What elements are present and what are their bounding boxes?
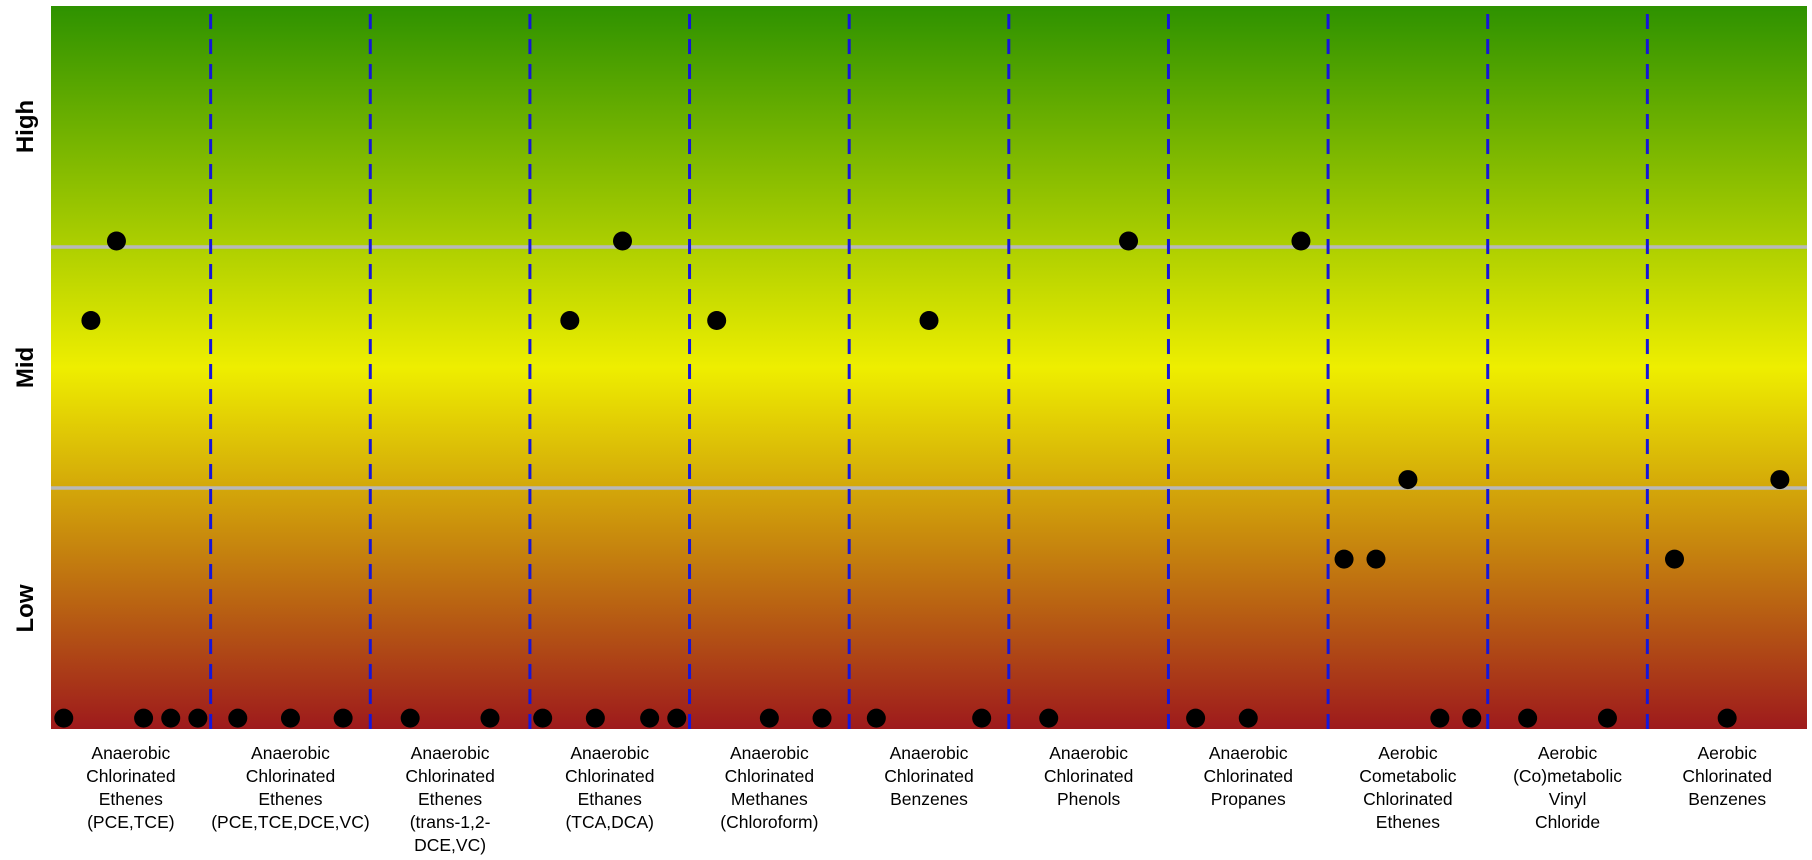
category-dividers <box>209 14 1649 729</box>
data-point <box>1430 708 1450 728</box>
y-level-label: Mid <box>12 347 39 388</box>
data-point <box>134 708 154 728</box>
category-label: Anaerobic Chlorinated Phenols <box>1044 743 1134 809</box>
data-point <box>54 708 74 728</box>
data-point <box>1119 231 1139 251</box>
data-point <box>972 708 992 728</box>
gridlines <box>51 245 1807 490</box>
data-point <box>1366 549 1386 569</box>
data-point <box>1186 708 1206 728</box>
category-label: Anaerobic Chlorinated Methanes (Chloroform) <box>720 743 818 832</box>
category-label: Aerobic Cometabolic Chlorinated Ethenes <box>1359 743 1457 832</box>
data-point <box>400 708 420 728</box>
category-label: Anaerobic Chlorinated Propanes <box>1204 743 1294 809</box>
data-point <box>866 708 886 728</box>
category-label: Aerobic Chlorinated Benzenes <box>1682 743 1772 809</box>
data-point <box>280 708 300 728</box>
plot-background <box>51 6 1807 729</box>
data-point <box>585 708 605 728</box>
data-point <box>919 311 939 331</box>
data-point <box>1770 470 1790 490</box>
data-point <box>759 708 779 728</box>
data-point <box>1462 708 1482 728</box>
data-points <box>54 231 1790 728</box>
y-level-label: High <box>12 100 39 153</box>
data-point <box>1597 708 1617 728</box>
data-point <box>333 708 353 728</box>
data-point <box>1291 231 1311 251</box>
data-point <box>228 708 248 728</box>
data-point <box>812 708 832 728</box>
data-point <box>480 708 500 728</box>
category-label: Anaerobic Chlorinated Ethenes (trans-1,2-DC… <box>405 743 495 855</box>
data-point <box>1039 708 1059 728</box>
data-point <box>1334 549 1354 569</box>
x-axis-category-labels: Anaerobic Chlorinated Ethenes (PCE,TCE) Anae… <box>86 743 1772 855</box>
data-point <box>1518 708 1538 728</box>
data-point <box>81 311 101 331</box>
category-label: Anaerobic Chlorinated Ethenes (PCE,TCE) <box>86 743 176 832</box>
data-point <box>707 311 727 331</box>
data-point <box>533 708 553 728</box>
category-label: Anaerobic Chlorinated Benzenes <box>884 743 974 809</box>
category-label: Anaerobic Chlorinated Ethanes (TCA,DCA) <box>565 743 655 832</box>
data-point <box>1717 708 1737 728</box>
y-level-label: Low <box>12 584 39 632</box>
data-point <box>1398 470 1418 490</box>
data-point <box>667 708 687 728</box>
data-point <box>640 708 660 728</box>
data-point <box>161 708 181 728</box>
category-label: Anaerobic Chlorinated Ethenes (PCE,TCE,DCE,… <box>211 743 369 832</box>
data-point <box>106 231 126 251</box>
data-point <box>560 311 580 331</box>
category-label: Aerobic (Co)metabolic Vinyl Chloride <box>1513 743 1622 832</box>
data-point <box>188 708 208 728</box>
y-axis-level-labels: Low Mid High <box>12 100 39 633</box>
data-point <box>612 231 632 251</box>
data-point <box>1238 708 1258 728</box>
data-point <box>1665 549 1685 569</box>
